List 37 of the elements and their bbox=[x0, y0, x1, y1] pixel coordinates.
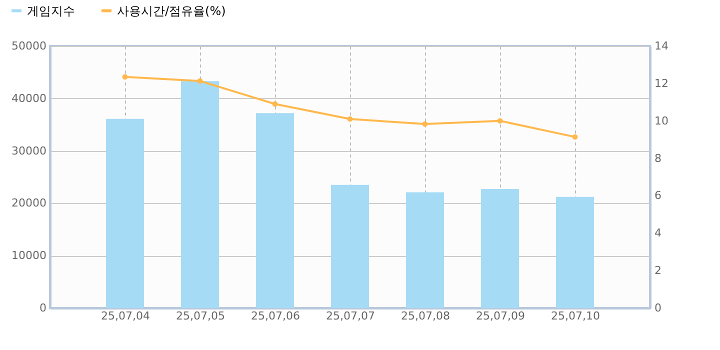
legend-label: 사용시간/점유율(%) bbox=[117, 4, 226, 18]
y2-tick-label: 12 bbox=[654, 76, 668, 90]
x-tick-label: 25,07,06 bbox=[251, 310, 300, 322]
y-tick-label: 20000 bbox=[12, 196, 46, 210]
x-tick-label: 25,07,05 bbox=[176, 310, 225, 322]
y2-tick-label: 0 bbox=[654, 302, 662, 314]
legend-label: 게임지수 bbox=[27, 4, 75, 18]
bar bbox=[406, 192, 444, 308]
y2-tick-label: 6 bbox=[654, 189, 662, 202]
bar bbox=[256, 113, 294, 308]
y-tick-label: 10000 bbox=[12, 249, 46, 262]
point bbox=[122, 74, 128, 80]
bar bbox=[106, 118, 144, 308]
bar bbox=[556, 196, 594, 308]
point bbox=[572, 134, 578, 140]
y2-tick-label: 8 bbox=[654, 152, 662, 165]
point bbox=[497, 118, 503, 124]
point bbox=[272, 101, 278, 107]
y2-tick-label: 14 bbox=[654, 40, 668, 52]
y-tick-label: 30000 bbox=[12, 144, 46, 158]
point bbox=[422, 121, 428, 127]
bar bbox=[331, 184, 369, 308]
bar bbox=[181, 81, 219, 308]
point bbox=[197, 78, 203, 84]
y2-tick-label: 4 bbox=[654, 226, 662, 240]
y2-tick-label: 2 bbox=[654, 264, 662, 278]
y-tick-label: 0 bbox=[40, 302, 46, 314]
x-tick-label: 25,07,08 bbox=[401, 310, 450, 322]
point bbox=[347, 116, 353, 122]
x-tick-label: 25,07,04 bbox=[101, 310, 150, 322]
bar bbox=[481, 189, 519, 308]
x-tick-label: 25,07,10 bbox=[551, 310, 600, 322]
y2-tick-label: 10 bbox=[654, 114, 668, 128]
x-tick-label: 25,07,09 bbox=[476, 310, 525, 322]
y-tick-label: 40000 bbox=[12, 92, 46, 105]
x-tick-label: 25,07,07 bbox=[326, 310, 375, 322]
y-tick-label: 50000 bbox=[12, 40, 46, 52]
